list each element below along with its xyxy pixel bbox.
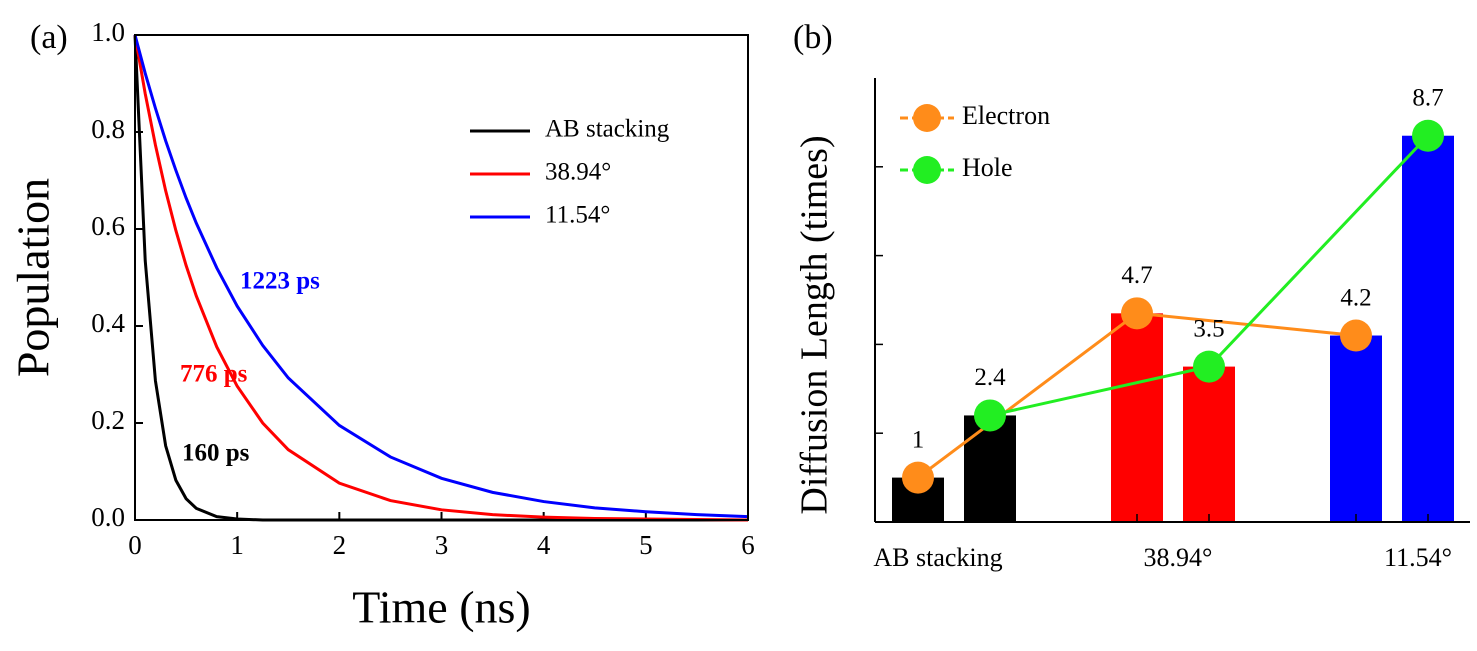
marker <box>1193 350 1225 383</box>
annotation: 1223 ps <box>240 268 320 295</box>
y-tick-label: 0.4 <box>91 308 125 338</box>
bar <box>964 415 1016 522</box>
x-tick-label: 0 <box>128 530 142 560</box>
bar <box>1111 313 1163 522</box>
data-label: 4.2 <box>1340 284 1371 311</box>
x-tick-label: 38.94° <box>1144 543 1213 572</box>
y-tick-label: 0.2 <box>91 405 125 435</box>
marker <box>1412 119 1444 152</box>
x-tick-label: 6 <box>741 530 755 560</box>
annotation: 776 ps <box>180 361 248 388</box>
y-tick-label: 0.8 <box>91 114 125 144</box>
x-tick-label: 1 <box>230 530 244 560</box>
x-tick-label: 5 <box>639 530 653 560</box>
legend-label: Hole <box>962 153 1013 182</box>
x-axis-title: Time (ns) <box>352 582 531 633</box>
data-label: 8.7 <box>1412 84 1443 111</box>
marker <box>902 461 934 494</box>
legend-label: 11.54° <box>545 202 610 229</box>
bar <box>1330 335 1382 522</box>
bar <box>1183 366 1235 522</box>
x-tick-label: 11.54° <box>1384 543 1452 572</box>
panel-label: (b) <box>793 19 833 56</box>
x-tick-label: 4 <box>537 530 551 560</box>
data-line <box>133 34 749 519</box>
legend-label: Electron <box>962 101 1050 130</box>
y-axis-title: Population <box>8 178 59 377</box>
legend-label: AB stacking <box>545 116 670 143</box>
data-line <box>133 34 749 522</box>
marker <box>1121 297 1153 330</box>
legend-marker <box>913 156 941 184</box>
y-tick-label: 0.0 <box>91 502 125 532</box>
marker <box>974 399 1006 432</box>
x-tick-label: 3 <box>435 530 449 560</box>
y-axis-title: Diffusion Length (times) <box>794 135 836 514</box>
y-tick-label: 1.0 <box>91 17 125 47</box>
panel-label: (a) <box>30 19 68 56</box>
plot-frame <box>134 34 749 521</box>
data-label: 2.4 <box>974 364 1006 391</box>
bar <box>1402 135 1454 522</box>
data-label: 4.7 <box>1121 262 1152 289</box>
x-tick-label: AB stacking <box>873 543 1002 572</box>
marker <box>1340 319 1372 352</box>
legend-marker <box>913 104 941 132</box>
legend-label: 38.94° <box>545 159 611 186</box>
annotation: 160 ps <box>182 440 250 467</box>
x-tick-label: 2 <box>333 530 347 560</box>
data-label: 1 <box>912 426 925 453</box>
data-label: 3.5 <box>1193 315 1224 342</box>
y-tick-label: 0.6 <box>91 211 125 241</box>
